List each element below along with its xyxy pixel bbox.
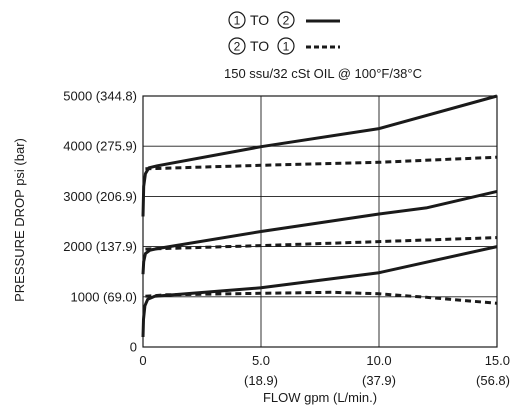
y-tick-label: 5000 (344.8) (63, 89, 137, 104)
legend-circle-from (228, 11, 246, 29)
grid (143, 96, 497, 347)
series-line-solid (141, 94, 498, 217)
series-line-solid (141, 189, 498, 275)
y-tick-label: 1000 (69.0) (71, 289, 138, 304)
x-tick-sublabel: (18.9) (244, 373, 278, 388)
series-line-dashed (145, 155, 498, 171)
legend-num-from: 2 (234, 40, 241, 54)
legend-circle-to (277, 37, 295, 55)
y-tick-label: 0 (130, 340, 137, 355)
legend-circle-from (228, 37, 246, 55)
series (141, 94, 498, 338)
y-tick-label: 2000 (137.9) (63, 239, 137, 254)
x-tick-label: 0 (139, 353, 146, 368)
x-axis-label: FLOW gpm (L/min.) (263, 390, 377, 405)
legend-circle-to (277, 11, 295, 29)
y-tick-label: 3000 (206.9) (63, 189, 137, 204)
legend-num-to: 1 (283, 40, 290, 54)
y-tick-label: 4000 (275.9) (63, 139, 137, 154)
chart-subtitle: 150 ssu/32 cSt OIL @ 100°F/38°C (224, 66, 422, 81)
y-axis-label: PRESSURE DROP psi (bar) (12, 138, 27, 302)
series-line-dashed (145, 290, 498, 305)
legend-entry-solid: 1 TO 2 (228, 11, 340, 29)
legend-entry-dashed: 2 TO 1 (228, 37, 340, 55)
plot-frame (142, 95, 498, 348)
x-tick-sublabel: (37.9) (362, 373, 396, 388)
legend-num-from: 1 (234, 14, 241, 28)
legend-num-to: 2 (283, 14, 290, 28)
series-line-dashed (145, 236, 498, 251)
tick-labels: 0 1000 (69.0) 2000 (137.9) 3000 (206.9) 4000… (63, 89, 510, 389)
legend-to-word: TO (250, 38, 269, 54)
legend: 1 TO 2 2 TO 1 (228, 11, 340, 55)
x-tick-label: 15.0 (485, 353, 510, 368)
x-tick-label: 5.0 (252, 353, 270, 368)
x-tick-label: 10.0 (366, 353, 391, 368)
x-tick-sublabel: (56.8) (476, 373, 510, 388)
legend-to-word: TO (250, 12, 269, 28)
series-line-solid (141, 245, 498, 338)
